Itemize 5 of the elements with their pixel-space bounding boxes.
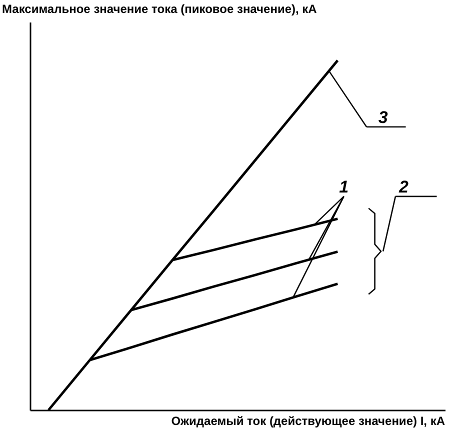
annotation: 1 xyxy=(339,177,349,196)
text: 3 xyxy=(378,108,388,127)
y-axis-title: Максимальное значение тока (пиковое значение), кА xyxy=(2,2,318,16)
text: 2 xyxy=(398,177,409,196)
x-axis-title: Ожидаемый ток (действующее значение) I, кА xyxy=(171,414,446,428)
